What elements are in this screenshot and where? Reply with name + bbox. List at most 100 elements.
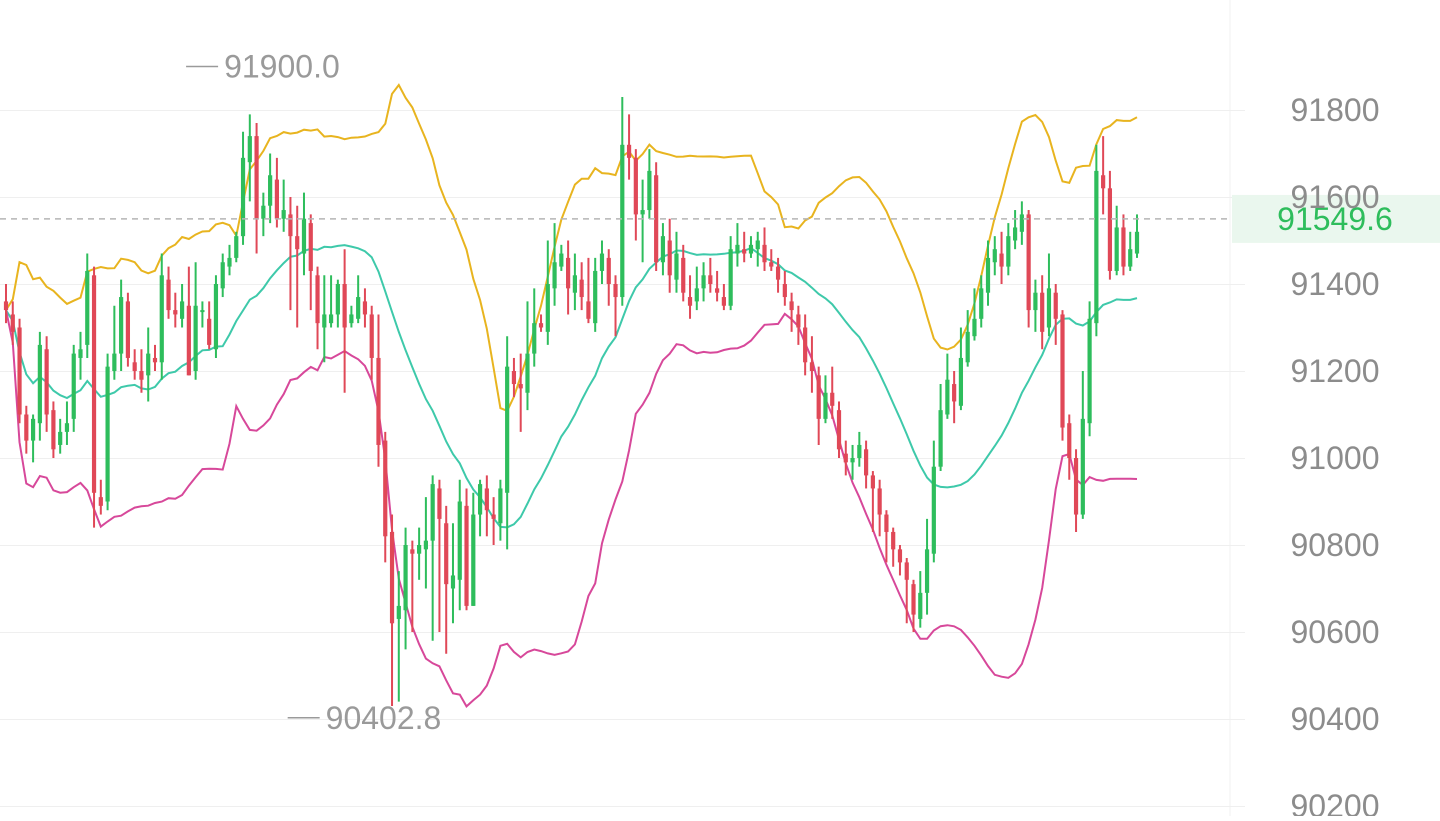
- candle-body: [362, 301, 368, 315]
- candle: [179, 284, 185, 328]
- candle-body: [64, 423, 70, 432]
- candle-body: [268, 175, 273, 206]
- candle: [843, 440, 848, 476]
- candle: [1134, 214, 1140, 258]
- candle: [647, 149, 652, 219]
- candle: [742, 231, 747, 263]
- candle-body: [992, 249, 997, 263]
- candle: [1107, 170, 1113, 280]
- candle-body: [505, 366, 510, 493]
- candle: [362, 288, 368, 328]
- candle-body: [10, 314, 15, 332]
- candle: [17, 318, 22, 424]
- candle-body: [37, 344, 42, 424]
- candle-body: [1012, 227, 1018, 241]
- y-tick-label: 91600: [1291, 179, 1380, 215]
- candle-body: [525, 353, 530, 393]
- candle-body: [972, 318, 977, 337]
- grid-layer: [0, 110, 1245, 807]
- candle: [640, 179, 645, 263]
- candle: [599, 240, 605, 284]
- candle-body: [30, 418, 36, 441]
- candle: [227, 244, 232, 276]
- candle-body: [179, 301, 185, 319]
- candle: [816, 366, 821, 445]
- candle: [1033, 279, 1038, 332]
- candle: [924, 518, 930, 615]
- candle: [268, 153, 273, 224]
- candle-body: [1006, 236, 1011, 267]
- candle-body: [938, 410, 943, 467]
- candle: [593, 257, 598, 332]
- candle-body: [342, 284, 347, 328]
- candle-body: [748, 244, 754, 254]
- candle: [1019, 201, 1024, 245]
- candle-body: [247, 136, 252, 163]
- candle-body: [328, 314, 334, 324]
- y-tick-label: 91000: [1291, 440, 1380, 476]
- candle: [728, 236, 733, 311]
- candle: [193, 262, 198, 380]
- candle: [274, 157, 279, 228]
- candle: [322, 275, 327, 363]
- candle: [389, 514, 395, 706]
- candle: [477, 479, 483, 537]
- candle: [972, 288, 977, 341]
- candle-body: [586, 301, 591, 319]
- candle: [64, 401, 70, 445]
- candle-body: [931, 466, 936, 554]
- candle: [1046, 253, 1052, 337]
- candle: [1053, 284, 1058, 345]
- candle: [803, 314, 808, 376]
- candle-body: [254, 136, 259, 219]
- candle-body: [1033, 292, 1038, 311]
- candle: [207, 301, 212, 350]
- candle-body: [139, 371, 144, 380]
- candle: [654, 162, 659, 271]
- candle: [505, 336, 510, 550]
- candle-body: [532, 323, 537, 354]
- candle: [606, 249, 611, 306]
- candle-body: [105, 366, 110, 502]
- candle-body: [1114, 227, 1119, 271]
- candle: [579, 262, 584, 311]
- candle-body: [376, 357, 381, 445]
- candle: [836, 401, 842, 458]
- candle-body: [1101, 175, 1106, 189]
- candle-body: [924, 549, 930, 593]
- candle: [626, 114, 632, 180]
- candle: [1006, 223, 1011, 276]
- max-price-label: 91900.0: [224, 49, 340, 85]
- candle: [186, 266, 191, 376]
- candle-body: [220, 262, 225, 289]
- candle: [308, 214, 313, 311]
- candle: [945, 353, 950, 419]
- candle-body: [1134, 231, 1140, 254]
- candle: [112, 305, 117, 380]
- candle: [240, 131, 246, 245]
- candle: [992, 236, 997, 276]
- candle-body: [620, 144, 625, 298]
- candle-body: [864, 449, 869, 476]
- candle-body: [640, 210, 645, 215]
- candle-body: [240, 157, 246, 237]
- candle-body: [1121, 227, 1126, 267]
- candle-body: [1053, 292, 1058, 319]
- candle-body: [430, 484, 435, 541]
- candle-body: [715, 288, 720, 293]
- candle-body: [891, 531, 896, 550]
- candle-body: [207, 318, 212, 345]
- candle-body: [85, 270, 90, 345]
- candle: [566, 240, 571, 315]
- candle-body: [559, 253, 564, 267]
- candle: [24, 405, 29, 454]
- candle-body: [51, 410, 56, 450]
- candle: [220, 253, 225, 298]
- candle: [789, 292, 794, 332]
- candle: [254, 123, 259, 254]
- candle: [71, 344, 76, 432]
- candle: [396, 571, 401, 702]
- candles-layer: [3, 96, 1140, 706]
